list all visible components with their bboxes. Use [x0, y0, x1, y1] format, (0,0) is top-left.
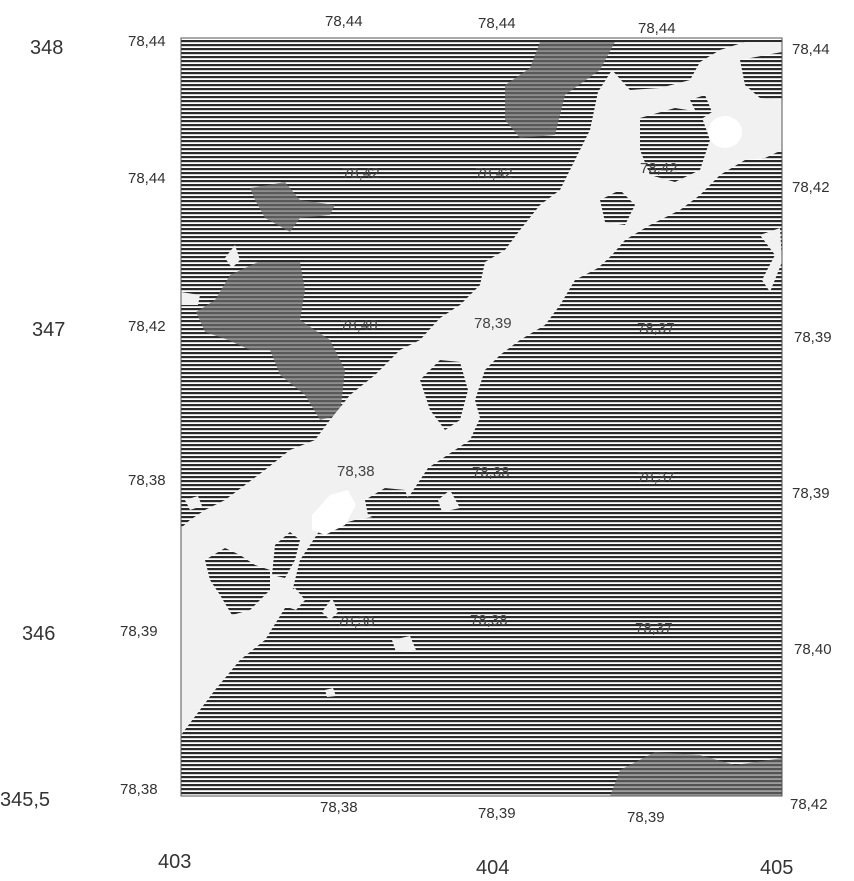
top-value: 78,44 — [478, 15, 516, 32]
interior-value: 78,38 — [337, 613, 375, 630]
right-value: 78,44 — [792, 41, 830, 58]
interior-value: 78,42 — [342, 165, 380, 182]
x-label: 403 — [158, 851, 191, 873]
light-island — [181, 292, 200, 305]
interior-value: 78,38 — [472, 464, 510, 481]
bottom-value: 78,39 — [478, 805, 516, 822]
left-value: 78,39 — [120, 623, 158, 640]
hatched-pocket — [365, 488, 412, 525]
light-band — [181, 42, 782, 735]
light-island — [440, 308, 468, 335]
interior-value: 78,38 — [470, 612, 508, 629]
light-island — [322, 598, 338, 620]
white-spot — [708, 116, 742, 148]
left-value: 78,38 — [128, 472, 166, 489]
dark-patch — [250, 182, 335, 232]
interior-value: 78,37 — [637, 320, 675, 337]
right-value: 78,42 — [792, 179, 830, 196]
x-label: 405 — [760, 857, 793, 879]
light-island — [325, 688, 336, 697]
interior-value: 78,38 — [337, 463, 375, 480]
dark-patch — [505, 42, 615, 138]
light-island — [438, 490, 460, 512]
hatched-pocket — [420, 360, 468, 430]
right-value: 78,40 — [794, 641, 832, 658]
light-band — [181, 510, 230, 575]
left-value: 78,42 — [128, 318, 166, 335]
light-island — [392, 636, 416, 652]
interior-value: 78,37 — [637, 469, 675, 486]
hatched-pocket — [640, 108, 710, 182]
light-island — [225, 245, 240, 268]
hatched-pocket — [272, 532, 300, 578]
left-value: 78,38 — [120, 781, 158, 798]
y-label: 346 — [22, 623, 55, 645]
light-island — [185, 496, 202, 510]
right-value: 78,39 — [792, 485, 830, 502]
x-label: 404 — [476, 857, 509, 879]
interior-value: 78,40 — [340, 317, 378, 334]
top-value: 78,44 — [325, 13, 363, 30]
y-label: 345,5 — [0, 789, 50, 811]
bottom-value: 78,39 — [627, 809, 665, 826]
bottom-value: 78,38 — [320, 799, 358, 816]
light-island — [760, 228, 782, 292]
y-label: 348 — [30, 37, 63, 59]
interior-value: 78,39 — [474, 315, 512, 332]
hatched-pocket — [740, 52, 782, 100]
hatched-pocket — [205, 548, 270, 615]
right-value: 78,39 — [794, 329, 832, 346]
map-frame — [180, 37, 783, 797]
top-value: 78,44 — [638, 20, 676, 37]
interior-value: 78,37 — [635, 620, 673, 637]
white-spot — [312, 490, 356, 535]
hatched-pocket — [600, 190, 635, 225]
left-value: 78,44 — [128, 170, 166, 187]
left-value: 78,44 — [128, 33, 166, 50]
hatched-pocket — [690, 95, 712, 120]
right-value: 78,42 — [790, 796, 828, 813]
y-label: 347 — [32, 319, 65, 341]
interior-value: 78,42 — [475, 165, 513, 182]
dark-patch — [610, 752, 782, 796]
light-island — [282, 588, 305, 610]
interior-value: 78,42 — [640, 160, 678, 177]
dark-patch — [196, 262, 345, 420]
